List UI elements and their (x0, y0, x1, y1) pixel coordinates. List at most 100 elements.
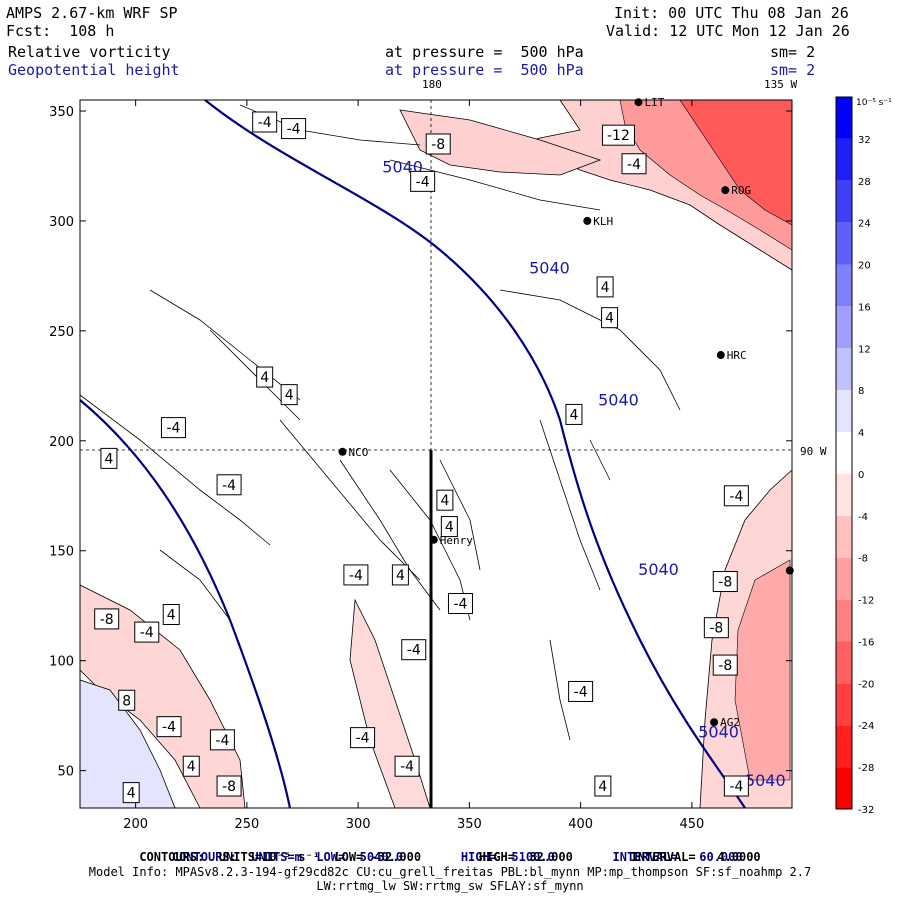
vort-label-text: -4 (258, 115, 272, 131)
vort-label-text: 4 (285, 388, 294, 404)
colorbar-tick-label: 32 (858, 135, 871, 146)
station-marker (429, 535, 438, 544)
vort-contour-label: -4 (723, 775, 749, 797)
colorbar-swatch (836, 473, 852, 516)
vort-label-text: -8 (222, 779, 236, 795)
colorbar-swatch (836, 306, 852, 349)
colorbar-tick-label: 4 (858, 428, 864, 439)
footer-height-high: HIGH= 5100.0 (460, 850, 555, 864)
x-tick-label: 300 (346, 817, 371, 832)
colorbar-tick-label: -28 (858, 763, 874, 774)
vort-label-text: -4 (162, 720, 176, 736)
vort-label-box (118, 689, 136, 711)
colorbar-tick-label: 16 (858, 302, 871, 313)
vort-contour-label: 4 (596, 276, 614, 298)
x-tick-label: 400 (568, 817, 593, 832)
y-tick-label: 200 (49, 435, 74, 450)
vort-label-text: -4 (287, 122, 301, 138)
vort-contour (159, 549, 231, 621)
colorbar-tick-label: -16 (858, 637, 874, 648)
colorbar-swatch (836, 725, 852, 768)
vort-contour-label: 4 (391, 564, 409, 586)
height-contour-5040-west (79, 399, 292, 809)
vort-contour-label: -4 (209, 729, 235, 751)
vort-contour-label: -4 (394, 755, 420, 777)
vort-label-box (568, 680, 594, 702)
vort-contour-label: 4 (440, 516, 458, 538)
vort-label-text: 4 (569, 407, 578, 423)
vort-label-text: -4 (215, 733, 229, 749)
footer-height-interval: INTERVAL= 60.000 (612, 850, 743, 864)
vort-label-box (350, 727, 376, 749)
field1-name: Relative vorticity (8, 43, 171, 61)
valid-time: Valid: 12 UTC Mon 12 Jan 26 (606, 22, 850, 40)
y-tick-label: 150 (49, 545, 74, 560)
field1-pressure: at pressure = 500 hPa (385, 43, 584, 61)
x-tick-label: 200 (123, 817, 148, 832)
vort-label-box (209, 729, 235, 751)
vort-label-text: -4 (356, 731, 370, 747)
vort-label-text: 4 (440, 493, 449, 509)
vort-contour-label: -4 (281, 118, 307, 140)
vort-label-box (440, 516, 458, 538)
vort-label-box (712, 571, 738, 593)
vort-label-text: -4 (574, 684, 588, 700)
footer-height-contours: CONTOURS: UNITS=m LOW= 5040.0 HIGH= 5100… (0, 838, 900, 864)
vort-label-text: 8 (122, 693, 131, 709)
vorticity-fill-layer (79, 99, 793, 809)
vort-contour-label: -4 (156, 716, 182, 738)
vort-contour (589, 439, 611, 481)
colorbar-swatch (836, 264, 852, 307)
vort-label-text: 4 (167, 608, 176, 624)
y-tick-label: 350 (49, 105, 74, 120)
vort-label-text: -12 (607, 128, 630, 144)
station-marker (338, 447, 347, 456)
height-contour-label: 5040 (638, 560, 679, 579)
model-title: AMPS 2.67-km WRF SP (6, 4, 178, 22)
vort-contour-label: 4 (280, 384, 298, 406)
vort-contour (79, 394, 271, 546)
vort-contour-label: 4 (182, 755, 200, 777)
vort-label-text: -4 (453, 597, 467, 613)
station-label: LIT (644, 96, 664, 109)
vort-label-text: -4 (627, 157, 641, 173)
vort-contour-label: 8 (118, 689, 136, 711)
vort-label-box (703, 617, 729, 639)
vort-contour-label: -8 (94, 608, 120, 630)
vort-contour-label: -4 (621, 153, 647, 175)
colorbar-swatch (836, 557, 852, 600)
vort-label-box (156, 716, 182, 738)
vort-contour (339, 459, 441, 611)
x-tick-label: 350 (457, 817, 482, 832)
vort-label-text: -4 (400, 759, 414, 775)
lon-label-180: 180 (422, 78, 442, 91)
lon-label-90w: 90 W (800, 445, 827, 458)
vort-contour-label: -4 (252, 111, 278, 133)
vort-label-box (621, 153, 647, 175)
colorbar-frame (835, 96, 853, 810)
vort-contour-label: 4 (256, 366, 274, 388)
vort-label-text: 4 (127, 786, 136, 802)
vort-label-box (436, 489, 454, 511)
vort-label-text: -4 (729, 489, 743, 505)
vort-label-box (343, 564, 369, 586)
colorbar-tick-label: 20 (858, 261, 871, 272)
station-layer: LIT ROG KLH HRC NCO Henry AG2 (338, 96, 794, 729)
axis-layer: 200 250 300 350 400 450 50 100 150 200 250 300 350 (49, 100, 792, 832)
vort-label-box (216, 775, 242, 797)
vort-contour-label: -4 (350, 727, 376, 749)
vort-label-text: 4 (601, 280, 610, 296)
footer-height-low: CONTOURS: UNITS=m LOW= 5040.0 (171, 850, 404, 864)
station-label: HRC (727, 349, 747, 362)
vort-label-box (594, 775, 612, 797)
y-tick-label: 50 (57, 765, 74, 780)
vort-label-box (122, 782, 140, 804)
colorbar-swatch (836, 767, 852, 809)
vort-contour-label: -4 (216, 474, 242, 496)
colorbar-tick-label: -24 (858, 721, 874, 732)
vort-label-box (134, 621, 160, 643)
vort-label-text: 4 (260, 370, 269, 386)
vort-label-text: 4 (445, 520, 454, 536)
